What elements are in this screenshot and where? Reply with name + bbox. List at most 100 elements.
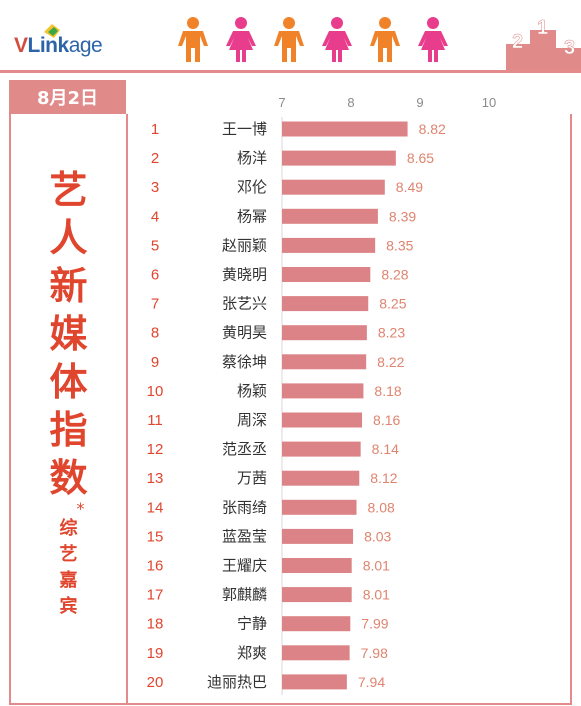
rank-number: 2	[151, 150, 159, 167]
category-label: 黄晓明	[222, 266, 267, 284]
logo-link: Link	[27, 34, 70, 57]
title-char: 指	[49, 408, 88, 452]
man-icon	[370, 17, 400, 62]
woman-icon	[418, 17, 448, 62]
bar	[282, 383, 364, 399]
bar	[282, 296, 369, 312]
subtitle-char: 艺	[59, 544, 78, 565]
rank-number: 11	[147, 412, 163, 429]
category-label: 万茜	[237, 469, 267, 487]
man-icon	[274, 17, 304, 62]
man-icon	[178, 17, 208, 62]
rank-number: 18	[147, 616, 164, 633]
data-label: 8.18	[374, 383, 401, 399]
rank-number: 9	[151, 354, 159, 371]
side-title: 艺 人 新 媒 体 指 数 * 综 艺 嘉 宾	[11, 166, 126, 620]
bar	[282, 267, 371, 282]
category-label: 郑爽	[237, 644, 267, 662]
data-label: 8.12	[370, 470, 397, 486]
data-label: 8.39	[389, 208, 416, 224]
date-badge: 8月2日	[9, 80, 126, 114]
bar	[282, 208, 378, 224]
data-label: 8.35	[386, 237, 413, 253]
title-char: 艺	[49, 168, 88, 212]
bar	[282, 499, 357, 515]
category-label: 杨洋	[237, 149, 267, 167]
subtitle-char: 综	[59, 518, 78, 539]
title-char: 数	[49, 456, 88, 500]
bar	[282, 558, 352, 573]
data-label: 7.94	[358, 674, 385, 690]
title-char: 新	[49, 264, 88, 308]
data-label: 8.22	[377, 354, 404, 370]
bar	[282, 325, 367, 341]
title-asterisk: *	[76, 499, 85, 518]
data-label: 8.23	[378, 325, 405, 341]
bar	[282, 587, 352, 603]
category-label: 黄明昊	[222, 324, 267, 342]
data-label: 8.16	[373, 412, 400, 428]
data-label: 8.82	[419, 121, 446, 137]
bar	[282, 354, 367, 370]
category-label: 邓伦	[237, 178, 267, 196]
data-label: 8.65	[407, 150, 434, 166]
x-tick-label: 7	[278, 95, 285, 110]
category-label: 张艺兴	[222, 295, 267, 313]
category-label: 赵丽颖	[222, 236, 267, 254]
vlinkage-logo: VLinkage	[14, 24, 103, 58]
category-label: 宁静	[237, 615, 267, 633]
x-tick-label: 8	[347, 95, 354, 110]
woman-icon	[226, 17, 256, 62]
x-tick-label: 10	[482, 95, 496, 110]
category-label: 周深	[237, 411, 267, 429]
logo-v: V	[14, 34, 28, 57]
rank-number: 1	[151, 121, 159, 138]
rank-number: 10	[147, 383, 164, 400]
podium-icon: 2 1 3	[506, 18, 581, 70]
podium-label-3: 3	[564, 37, 575, 59]
category-label: 王一博	[222, 120, 267, 138]
category-label: 杨颖	[237, 382, 267, 400]
data-label: 8.25	[379, 296, 406, 312]
title-char: 媒	[49, 312, 88, 356]
rank-number: 8	[151, 325, 159, 342]
logo-mark-icon	[44, 24, 60, 38]
bar	[282, 470, 360, 486]
data-label: 8.14	[372, 441, 399, 457]
side-title-panel: 艺 人 新 媒 体 指 数 * 综 艺 嘉 宾	[9, 114, 128, 704]
rank-number: 13	[147, 470, 164, 487]
rank-number: 17	[147, 587, 164, 604]
bar	[282, 674, 347, 690]
category-label: 迪丽热巴	[207, 673, 267, 691]
rank-number: 15	[147, 528, 164, 545]
bar	[282, 150, 396, 166]
category-label: 张雨绮	[222, 498, 267, 516]
category-label: 范丞丞	[222, 440, 267, 458]
category-label: 郭麒麟	[222, 586, 267, 604]
bar	[282, 179, 385, 195]
bar	[282, 121, 408, 137]
rank-number: 4	[151, 208, 159, 225]
rank-number: 12	[147, 441, 164, 458]
data-label: 8.03	[364, 528, 391, 544]
rank-number: 14	[147, 499, 164, 516]
frame-bottom	[9, 703, 572, 705]
data-label: 8.01	[363, 558, 390, 574]
people-icons	[175, 16, 451, 64]
rank-number: 6	[151, 267, 159, 284]
rank-number: 16	[147, 558, 164, 575]
bar	[282, 645, 350, 661]
category-label: 蓝盈莹	[222, 527, 267, 545]
data-label: 8.01	[363, 587, 390, 603]
category-label: 蔡徐坤	[222, 353, 267, 371]
category-label: 王耀庆	[222, 557, 267, 575]
bar	[282, 616, 351, 632]
bar	[282, 528, 354, 544]
podium-label-1: 1	[537, 18, 548, 39]
header-divider	[0, 70, 581, 73]
rank-number: 3	[151, 179, 159, 196]
data-label: 8.08	[368, 499, 395, 515]
title-char: 体	[49, 360, 88, 404]
subtitle-char: 嘉	[59, 570, 78, 591]
frame-right	[570, 114, 572, 704]
